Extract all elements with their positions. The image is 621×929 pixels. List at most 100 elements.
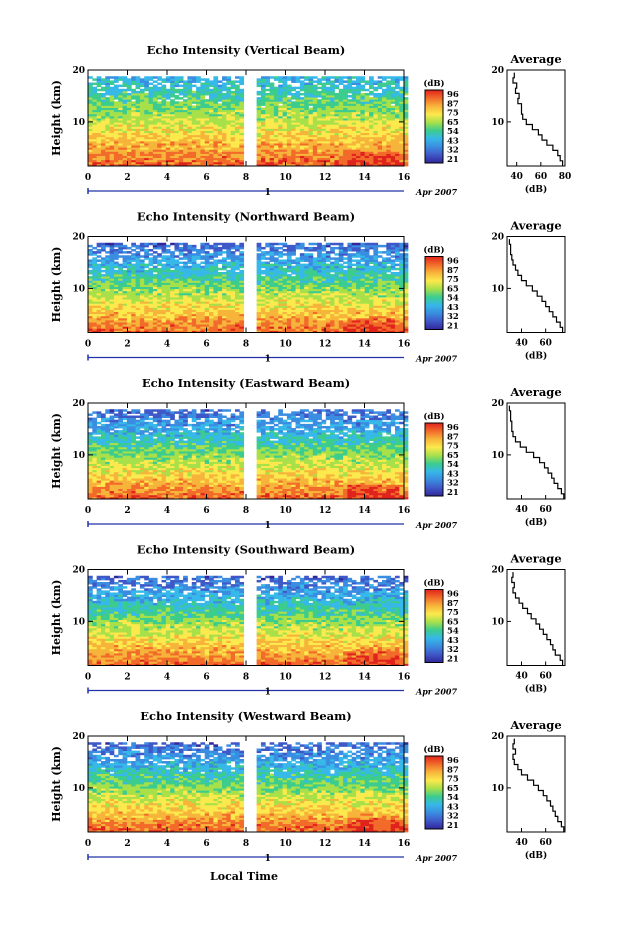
heatmap-cell [178, 163, 184, 167]
heatmap-cell [100, 138, 106, 142]
heatmap-cell [282, 319, 288, 323]
heatmap-cell [113, 324, 119, 327]
heatmap-cell [187, 147, 193, 150]
heatmap-cell [122, 328, 128, 331]
heatmap-cell [204, 147, 210, 150]
heatmap-cell [157, 147, 162, 150]
heatmap-cell [126, 286, 132, 290]
heatmap-cell [295, 138, 301, 142]
heatmap-cell [330, 132, 335, 136]
heatmap-cell [278, 149, 283, 152]
heatmap-cell [113, 115, 119, 119]
heatmap-cell [325, 311, 331, 315]
heatmap-cell [394, 92, 400, 96]
heatmap-cell [226, 78, 232, 81]
heatmap-cell [196, 305, 201, 308]
heatmap-cell [122, 290, 128, 294]
heatmap-cell [295, 147, 301, 150]
heatmap-cell [204, 330, 210, 333]
heatmap-cell [386, 105, 392, 108]
heatmap-cell [386, 303, 392, 306]
heatmap-cell [360, 288, 366, 292]
heatmap-cell [139, 315, 145, 319]
heatmap-cell [299, 309, 305, 313]
heatmap-cell [183, 330, 188, 333]
heatmap-cell [369, 309, 374, 313]
heatmap-cell [278, 322, 283, 325]
heatmap-cell [373, 328, 379, 331]
heatmap-cell [196, 315, 201, 319]
heatmap-cell [304, 297, 309, 300]
heatmap-cell [200, 305, 206, 308]
heatmap-cell [369, 326, 374, 329]
heatmap-cell [105, 305, 111, 308]
heatmap-cell [282, 105, 288, 108]
heatmap-cell [291, 115, 296, 119]
heatmap-cell [291, 301, 296, 304]
heatmap-cell [96, 145, 102, 148]
heatmap-cell [191, 97, 197, 100]
heatmap-cell [187, 134, 193, 138]
heatmap-cell [88, 163, 93, 167]
heatmap-cell [390, 128, 396, 131]
heatmap-cell [403, 140, 409, 144]
heatmap-cell [304, 328, 309, 331]
heatmap-cell [239, 92, 245, 96]
heatmap-cell [278, 319, 283, 323]
heatmap-cell [390, 113, 396, 117]
heatmap-cell [105, 309, 111, 313]
heatmap-cell [105, 286, 111, 290]
heatmap-cell [209, 317, 214, 321]
heatmap-cell [278, 126, 283, 129]
heatmap-cell [265, 140, 270, 144]
heatmap-cell [196, 80, 201, 83]
heatmap-cell [183, 101, 188, 104]
heatmap-cell [113, 97, 119, 100]
heatmap-cell [122, 118, 128, 121]
heatmap-cell [200, 136, 206, 140]
heatmap-cell [113, 153, 119, 156]
heatmap-cell [105, 282, 111, 285]
heatmap-cell [92, 86, 98, 90]
heatmap-cell [204, 307, 210, 310]
heatmap-cell [373, 315, 379, 319]
heatmap-cell [170, 282, 175, 285]
heatmap-cell [291, 149, 296, 152]
heatmap-cell [131, 109, 136, 113]
heatmap-cell [321, 120, 327, 123]
heatmap-cell [92, 103, 98, 106]
heatmap-cell [118, 132, 123, 136]
heatmap-cell [209, 322, 214, 325]
heatmap-cell [308, 97, 314, 100]
heatmap-cell [230, 319, 236, 323]
heatmap-cell [144, 134, 149, 138]
heatmap-cell [178, 134, 184, 138]
heatmap-cell [364, 109, 370, 113]
heatmap-cell [317, 307, 322, 310]
heatmap-cell [170, 303, 175, 306]
heatmap-cell [152, 134, 158, 138]
heatmap-cell [321, 153, 327, 156]
heatmap-cell [92, 92, 98, 96]
heatmap-cell [382, 163, 387, 167]
heatmap-cell [330, 76, 335, 79]
heatmap-cell [273, 309, 279, 313]
heatmap-cell [291, 322, 296, 325]
heatmap-cell [183, 315, 188, 319]
heatmap-cell [187, 157, 193, 161]
heatmap-cell [174, 120, 180, 123]
heatmap-cell [369, 78, 374, 81]
heatmap-cell [209, 118, 214, 121]
heatmap-cell [360, 319, 366, 323]
heatmap-cell [265, 92, 270, 96]
heatmap-cell [174, 145, 180, 148]
heatmap-cell [96, 132, 102, 136]
heatmap-cell [325, 157, 331, 161]
heatmap-cell [386, 151, 392, 154]
heatmap-cell [291, 324, 296, 327]
heatmap-cell [131, 299, 136, 302]
heatmap-cell [213, 299, 219, 302]
heatmap-cell [399, 307, 405, 310]
heatmap-cell [239, 317, 245, 321]
heatmap-cell [144, 299, 149, 302]
